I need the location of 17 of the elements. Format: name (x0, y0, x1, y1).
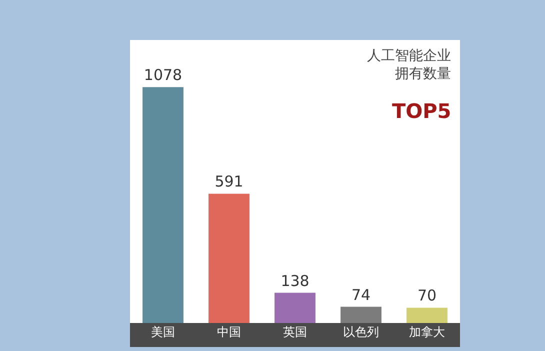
x-tick-label: 美国 (151, 325, 175, 339)
x-tick-label: 英国 (283, 325, 307, 339)
data-label: 591 (214, 172, 244, 191)
bar (406, 308, 448, 323)
bar (340, 306, 382, 323)
data-label: 1078 (144, 66, 182, 84)
x-tick-label: 中国 (217, 325, 241, 339)
data-label: 138 (280, 272, 310, 290)
bar (274, 292, 316, 323)
data-label: 70 (417, 286, 437, 305)
data-label: 74 (351, 286, 371, 304)
text: TOP5 (392, 99, 452, 123)
x-tick-label: 以色列 (343, 325, 379, 339)
bar (208, 194, 250, 323)
x-tick-label: 加拿大 (409, 325, 445, 339)
bar (142, 87, 184, 323)
chart-title: 人工智能企业拥有数量 (367, 48, 451, 82)
